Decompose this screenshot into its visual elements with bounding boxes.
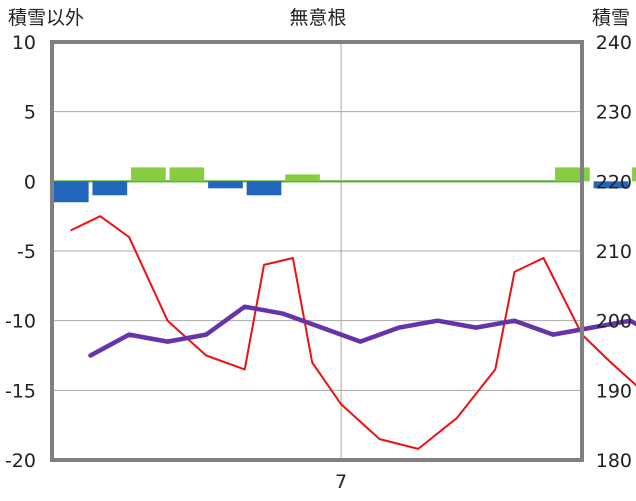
snowfall-bar [246,181,282,196]
right-axis-label: 積雪 [592,7,630,29]
left-axis-ticks: 10 5 0 -5 -10 -15 -20 [5,32,36,472]
x-tick-label: 7 [335,471,347,493]
left-tick-label: -20 [5,450,36,472]
right-tick-label: 200 [596,311,632,333]
temperature-polyline [70,215,636,450]
x-axis-ticks: 71013161922252836 [335,471,347,493]
right-tick-label: 240 [596,32,632,54]
right-tick-label: 210 [596,241,632,263]
snow-depth-line [88,304,636,358]
chart-title: 無意根 [289,7,346,29]
left-axis-label: 積雪以外 [8,7,84,29]
snowfall-bar [208,181,243,189]
right-tick-label: 230 [596,102,632,124]
right-tick-label: 190 [596,380,632,402]
snowfall-bar [53,181,89,203]
snowfall-bar [555,167,590,182]
snowfall-bar [92,181,128,196]
snow-depth-polyline [88,304,636,358]
plot-frame [50,40,584,462]
snowfall-bar [169,167,205,182]
snowfall-bar [593,181,629,189]
left-tick-label: 5 [24,102,36,124]
grid-lines [52,41,582,461]
snowfall-bar [285,174,320,182]
right-axis-ticks: 240 230 220 210 200 190 180 [596,32,632,472]
snowfall-bars [53,167,636,203]
right-tick-label: 180 [596,450,632,472]
left-tick-label: 0 [24,171,36,193]
left-tick-label: -5 [17,241,36,263]
snowfall-bar [131,167,166,182]
left-tick-label: -15 [5,380,36,402]
temperature-line [70,215,636,450]
right-tick-label: 220 [596,171,632,193]
left-tick-label: -10 [5,311,36,333]
snowfall-bar [632,167,636,182]
left-tick-label: 10 [12,32,36,54]
